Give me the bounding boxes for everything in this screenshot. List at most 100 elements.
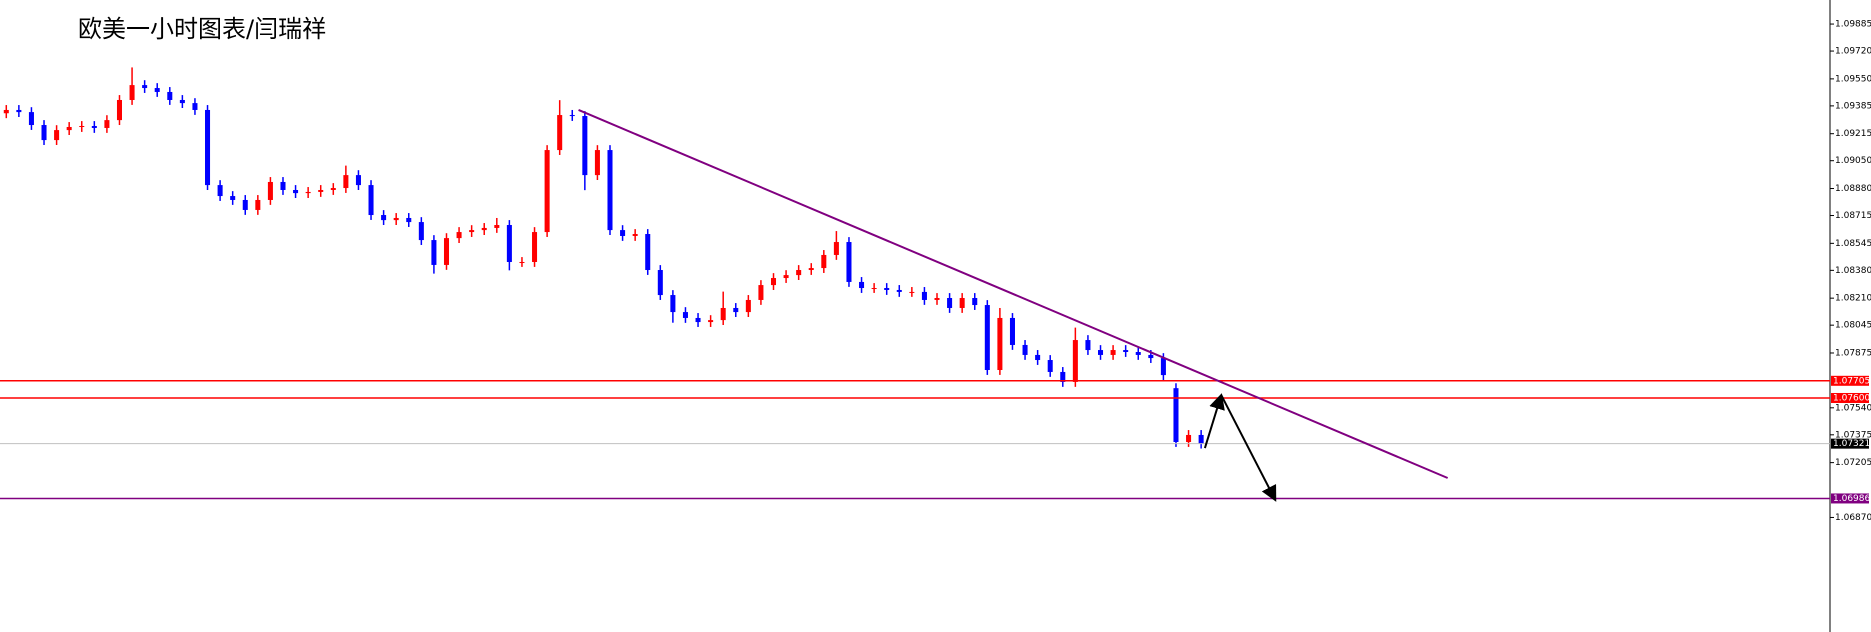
candle-body	[406, 217, 412, 223]
y-tick-label: 1.07875	[1835, 348, 1871, 358]
level-label-box	[1831, 375, 1869, 386]
candle-body	[708, 320, 714, 323]
candle-body	[1173, 388, 1179, 443]
candle-body	[921, 291, 927, 300]
candle-body	[443, 238, 450, 265]
y-tick-label: 1.08715	[1835, 211, 1871, 221]
candle-body	[456, 232, 462, 239]
candle-body	[230, 196, 236, 200]
candle-body	[972, 297, 978, 306]
candle-body	[368, 185, 374, 216]
candle-body	[745, 299, 751, 313]
y-tick-label: 1.07540	[1835, 403, 1871, 413]
y-tick-label: 1.08380	[1835, 266, 1871, 276]
candle-body	[846, 242, 852, 282]
candle-body	[984, 305, 990, 371]
candle-body	[695, 317, 701, 323]
candle-body	[796, 270, 802, 276]
level-label-box	[1831, 438, 1869, 449]
candle-body	[1072, 340, 1078, 382]
candle-body	[1060, 371, 1066, 382]
candle-body	[255, 199, 261, 210]
candle-body	[532, 232, 538, 262]
level-label: 1.07321	[1833, 439, 1870, 449]
y-tick-label: 1.09215	[1835, 129, 1871, 139]
candle-body	[645, 234, 651, 271]
candle-body	[1110, 350, 1116, 355]
candle-body	[54, 130, 60, 141]
y-tick-label: 1.08045	[1835, 321, 1871, 331]
candle-body	[670, 295, 676, 313]
candle-body	[305, 191, 311, 194]
candle-body	[1186, 434, 1192, 443]
level-label-box	[1831, 493, 1869, 504]
candle-body	[544, 150, 550, 233]
candle-body	[16, 109, 22, 113]
y-tick-label: 1.07205	[1835, 458, 1871, 468]
level-label: 1.06986	[1833, 494, 1870, 504]
y-tick-label: 1.09550	[1835, 74, 1871, 84]
candle-body	[66, 126, 72, 131]
y-tick-label: 1.09050	[1835, 156, 1871, 166]
candle-body	[1009, 317, 1015, 345]
candle-body	[167, 91, 173, 100]
candle-body	[871, 288, 877, 290]
projection-arrow	[1220, 394, 1277, 502]
candle-body	[884, 288, 890, 290]
candle-body	[758, 285, 764, 300]
candle-body	[959, 297, 965, 308]
candle-body	[1198, 434, 1204, 444]
y-tick-label: 1.09385	[1835, 101, 1871, 111]
candle-body	[393, 217, 399, 221]
candle-body	[381, 215, 387, 221]
candle-body	[355, 175, 361, 186]
candle-body	[1047, 360, 1053, 372]
candle-body	[896, 289, 902, 292]
level-label: 1.07600	[1833, 393, 1870, 403]
candle-body	[733, 307, 739, 313]
candle-body	[343, 175, 349, 189]
candle-body	[909, 291, 915, 293]
candle-body	[607, 150, 613, 231]
candle-body	[859, 281, 865, 289]
y-tick-label: 1.08545	[1835, 239, 1871, 249]
candle-body	[192, 103, 198, 110]
candle-body	[418, 222, 424, 241]
candle-body	[594, 150, 600, 176]
candle-body	[267, 181, 273, 200]
candle-body	[947, 297, 953, 308]
candle-body	[770, 278, 777, 286]
candle-body	[330, 188, 336, 190]
y-tick-label: 1.06870	[1835, 513, 1871, 523]
candle-body	[1098, 350, 1104, 355]
candle-body	[179, 99, 185, 104]
chart-title: 欧美一小时图表/闫瑞祥	[78, 15, 326, 43]
candle-body	[1123, 350, 1129, 353]
level-label: 1.07705	[1833, 376, 1870, 386]
candle-body	[582, 116, 588, 176]
candle-body	[280, 181, 286, 190]
candle-body	[569, 115, 575, 117]
candle-body	[506, 225, 512, 262]
candle-body	[657, 270, 663, 296]
candle-body	[620, 230, 626, 236]
candle-body	[833, 242, 839, 255]
candle-body	[242, 199, 248, 210]
candle-body	[783, 275, 789, 279]
candle-body	[1022, 344, 1028, 355]
candle-body	[557, 115, 563, 151]
candle-body	[217, 185, 223, 197]
projection-arrow	[1203, 393, 1225, 449]
candle-body	[469, 230, 475, 233]
candle-body	[481, 227, 487, 231]
candle-body	[293, 189, 299, 194]
level-label-box	[1831, 392, 1869, 403]
candle-body	[1160, 358, 1166, 376]
candle-body	[720, 307, 726, 321]
y-tick-label: 1.09720	[1835, 47, 1871, 57]
trendline	[578, 109, 1449, 479]
y-tick-label: 1.08210	[1835, 294, 1871, 304]
candle-body	[682, 312, 688, 318]
candle-body	[519, 261, 525, 263]
candle-body	[997, 317, 1003, 371]
